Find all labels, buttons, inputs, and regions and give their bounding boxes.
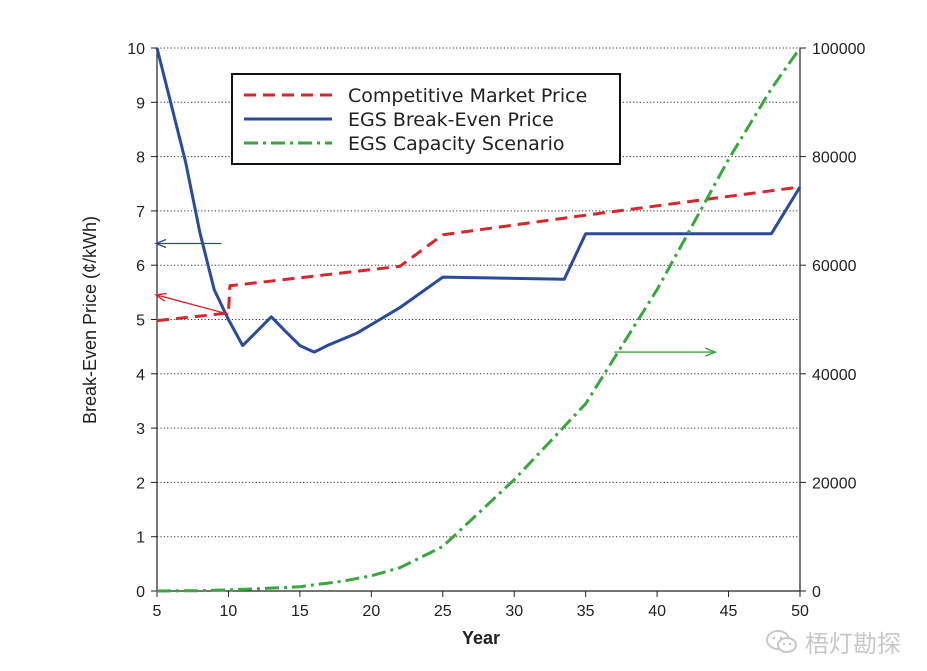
x-tick-label: 5 bbox=[153, 603, 162, 620]
y-tick-label-right: 20000 bbox=[812, 475, 857, 492]
x-axis-title: Year bbox=[462, 628, 500, 648]
y-tick-label-left: 1 bbox=[136, 530, 145, 547]
y-tick-label-left: 10 bbox=[127, 41, 145, 58]
x-tick-label: 45 bbox=[720, 603, 738, 620]
series-line-2 bbox=[156, 47, 802, 593]
legend-label-1: EGS Break-Even Price bbox=[348, 109, 554, 131]
y-tick-label-left: 6 bbox=[136, 258, 145, 275]
x-tick-label: 35 bbox=[577, 603, 595, 620]
watermark-text: 梧灯勘探 bbox=[805, 630, 901, 658]
y-tick-label-left: 2 bbox=[136, 475, 145, 492]
x-tick-label: 50 bbox=[791, 603, 809, 620]
series-line-0 bbox=[156, 185, 801, 323]
y-tick-label-right: 0 bbox=[812, 584, 821, 601]
y-tick-label-left: 7 bbox=[136, 204, 145, 221]
annotation-arrow-1 bbox=[154, 292, 229, 315]
legend-label-0: Competitive Market Price bbox=[348, 85, 587, 107]
y-tick-label-left: 0 bbox=[136, 584, 145, 601]
x-tick-label: 20 bbox=[362, 603, 380, 620]
y-tick-label-right: 60000 bbox=[812, 258, 857, 275]
x-tick-label: 30 bbox=[505, 603, 523, 620]
series-line-1 bbox=[155, 47, 802, 354]
y-tick-label-right: 40000 bbox=[812, 367, 857, 384]
x-tick-label: 40 bbox=[648, 603, 666, 620]
y-tick-label-right: 80000 bbox=[812, 150, 857, 167]
x-tick-label: 10 bbox=[220, 603, 238, 620]
y-tick-label-left: 3 bbox=[136, 421, 145, 438]
x-tick-label: 25 bbox=[434, 603, 452, 620]
y-axis-title-left: Break-Even Price (¢/kWh) bbox=[80, 216, 100, 424]
series bbox=[155, 47, 802, 593]
y-tick-label-right: 100000 bbox=[812, 41, 865, 58]
annotations bbox=[154, 238, 718, 357]
wechat-icon bbox=[766, 629, 797, 653]
watermark: 梧灯勘探 bbox=[765, 624, 901, 659]
y-tick-label-left: 4 bbox=[136, 367, 145, 384]
x-tick-label: 15 bbox=[291, 603, 309, 620]
tick-labels: 0123456789100200004000060000800001000005… bbox=[127, 41, 865, 620]
y-tick-label-left: 8 bbox=[136, 150, 145, 167]
y-tick-label-left: 5 bbox=[136, 313, 145, 330]
legend-label-2: EGS Capacity Scenario bbox=[348, 133, 565, 155]
y-tick-label-left: 9 bbox=[136, 95, 145, 112]
